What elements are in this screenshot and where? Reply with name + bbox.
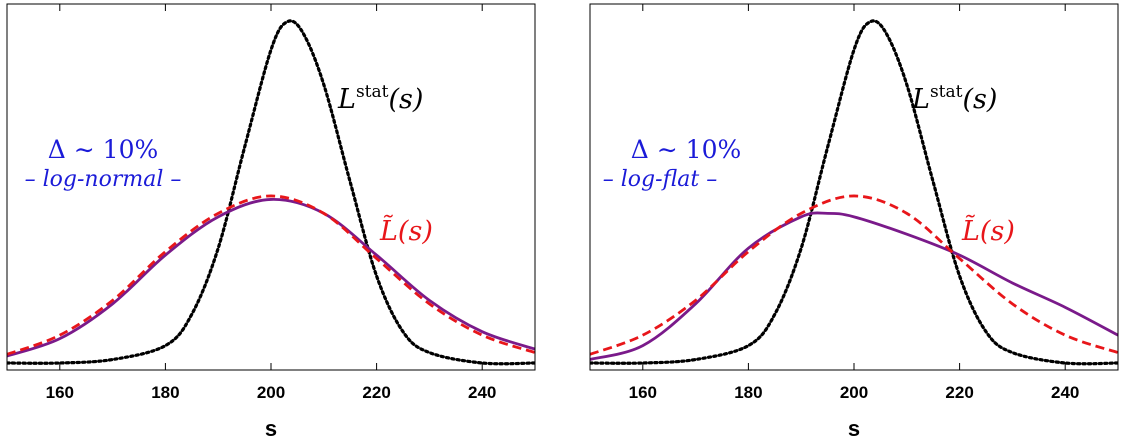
right-x-tick-label: 180 (734, 383, 762, 402)
left-stat-arg: (s) (388, 84, 423, 115)
right-x-tick-label: 160 (629, 383, 657, 402)
right-stat-L: L (911, 84, 930, 115)
left-curve-red-dashed (7, 194, 535, 356)
left-curves (7, 19, 535, 366)
right-x-tick-label: 220 (945, 383, 973, 402)
left-tilde-label: L̃(s) (379, 214, 433, 247)
left-stat-L: L (337, 84, 356, 115)
left-curve-purple-solid (7, 198, 535, 358)
left-panel: 160 180 200 220 240 s Δ ∼ 10% – log-normal –… (6, 3, 536, 441)
left-delta-label: Δ ∼ 10% (48, 135, 158, 164)
right-x-ticks: 160 180 200 220 240 (629, 4, 1079, 402)
right-delta-label: Δ ∼ 10% (631, 135, 741, 164)
left-x-tick-label: 180 (151, 383, 179, 402)
left-annotation-stat: Lstat(s) (337, 82, 423, 115)
left-x-tick-label: 220 (362, 383, 390, 402)
right-annotation-delta: Δ ∼ 10% – log-flat – (603, 135, 741, 192)
right-model-label: – log-flat – (603, 167, 717, 192)
left-x-ticks: 160 180 200 220 240 (46, 4, 496, 402)
left-x-tick-label: 240 (468, 383, 496, 402)
right-stat-label: Lstat(s) (911, 82, 997, 115)
right-x-tick-label: 200 (840, 383, 868, 402)
left-x-tick-label: 200 (257, 383, 285, 402)
left-stat-label: Lstat(s) (337, 82, 423, 115)
right-annotation-stat: Lstat(s) (911, 82, 997, 115)
right-curves (590, 19, 1118, 366)
left-x-axis-title: s (265, 416, 277, 441)
right-panel: 160 180 200 220 240 s Δ ∼ 10% – log-flat – L… (589, 3, 1119, 441)
left-x-tick-label: 160 (46, 383, 74, 402)
right-x-tick-label: 240 (1051, 383, 1079, 402)
right-x-axis-title: s (848, 416, 860, 441)
right-tilde-label: L̃(s) (961, 214, 1015, 247)
left-annotation-delta: Δ ∼ 10% – log-normal – (25, 135, 182, 192)
left-stat-sup: stat (356, 82, 389, 102)
right-curve-black-dotted (590, 19, 1118, 366)
right-curve-red-dashed (590, 194, 1118, 356)
left-curve-black-dotted (7, 19, 535, 366)
right-stat-arg: (s) (962, 84, 997, 115)
right-curve-purple-solid (590, 211, 1118, 361)
left-model-label: – log-normal – (25, 167, 182, 192)
right-stat-sup: stat (930, 82, 963, 102)
